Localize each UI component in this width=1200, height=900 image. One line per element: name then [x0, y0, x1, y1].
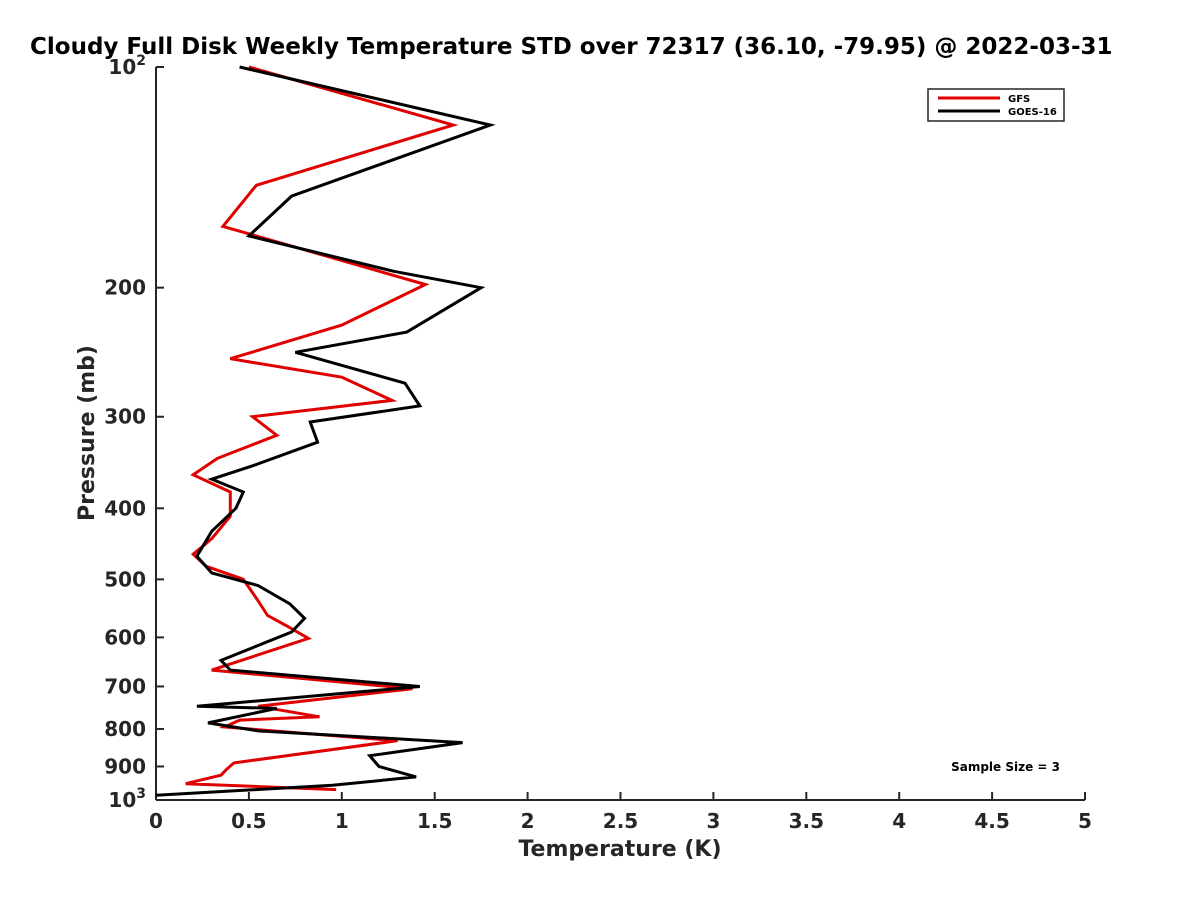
- x-tick-label: 2: [521, 809, 535, 833]
- series-group: [155, 65, 496, 797]
- series-line-gfs: [185, 65, 459, 792]
- y-tick-label: 300: [104, 405, 146, 429]
- x-axis: 0 0.5 1 1.5 2 2.5 3 3.5 4 4.5 5: [149, 792, 1092, 833]
- sample-size-annotation: Sample Size = 3: [951, 760, 1060, 774]
- x-tick-label: 1: [335, 809, 349, 833]
- x-tick-label: 4.5: [974, 809, 1009, 833]
- x-tick-label: 2.5: [603, 809, 638, 833]
- y-axis: 102 200 300 400 500 600 700 800 900 103: [104, 53, 164, 812]
- y-tick-label: 500: [104, 567, 146, 591]
- plot-area: [155, 67, 1085, 801]
- y-tick-label: 800: [104, 717, 146, 741]
- y-tick-label: 102: [108, 53, 146, 79]
- x-tick-label: 3.5: [789, 809, 824, 833]
- y-tick-label: 700: [104, 674, 146, 698]
- x-tick-label: 0: [149, 809, 163, 833]
- x-axis-label: Temperature (K): [518, 837, 721, 862]
- x-tick-label: 4: [892, 809, 906, 833]
- y-tick-label: 200: [104, 276, 146, 300]
- legend: GFS GOES-16: [927, 88, 1065, 122]
- y-tick-label: 103: [108, 786, 146, 812]
- y-tick-label: 900: [104, 754, 146, 778]
- x-tick-label: 1.5: [417, 809, 452, 833]
- x-tick-label: 3: [706, 809, 720, 833]
- legend-label-gfs: GFS: [1008, 94, 1030, 105]
- series-line-goes-16: [155, 65, 496, 797]
- legend-box: [927, 88, 1065, 122]
- chart-title: Cloudy Full Disk Weekly Temperature STD …: [30, 34, 1113, 60]
- y-tick-label: 600: [104, 625, 146, 649]
- y-axis-label: Pressure (mb): [75, 345, 100, 521]
- x-tick-label: 5: [1078, 809, 1092, 833]
- legend-label-goes-16: GOES-16: [1008, 107, 1057, 118]
- y-tick-label: 400: [104, 496, 146, 520]
- x-tick-label: 0.5: [231, 809, 266, 833]
